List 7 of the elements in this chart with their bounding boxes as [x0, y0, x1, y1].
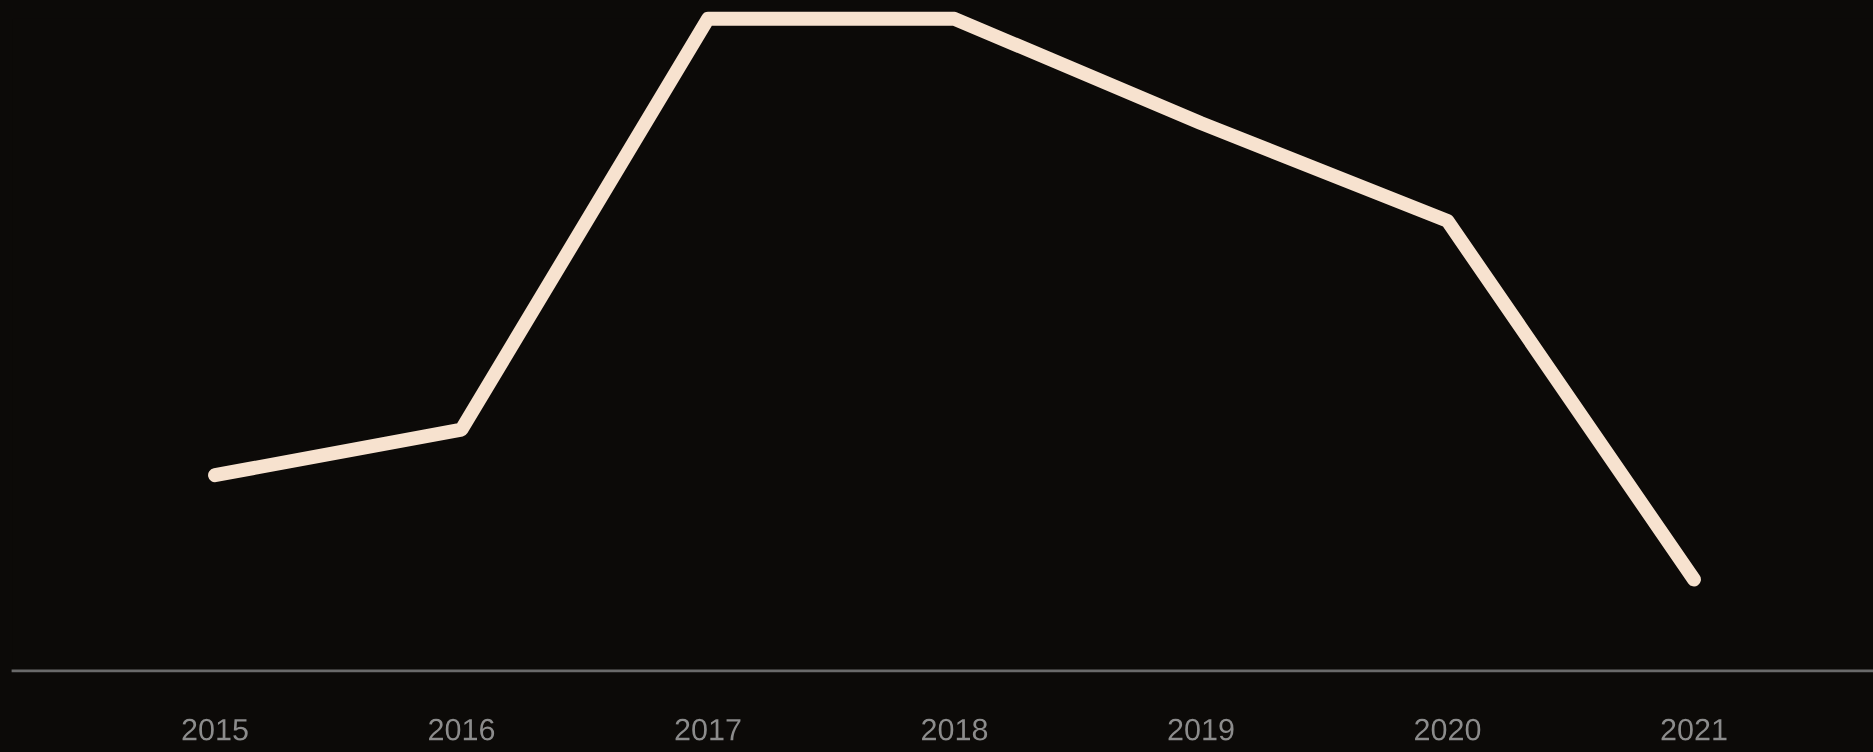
- x-tick-label: 2015: [182, 718, 248, 741]
- x-tick-label: 2021: [1661, 718, 1727, 741]
- x-tick-label: 2016: [429, 718, 495, 741]
- x-tick-label: 2020: [1415, 718, 1481, 741]
- x-tick-label: 2018: [922, 718, 988, 741]
- x-tick-label: 2017: [675, 718, 741, 741]
- x-tick-label: 2019: [1168, 718, 1234, 741]
